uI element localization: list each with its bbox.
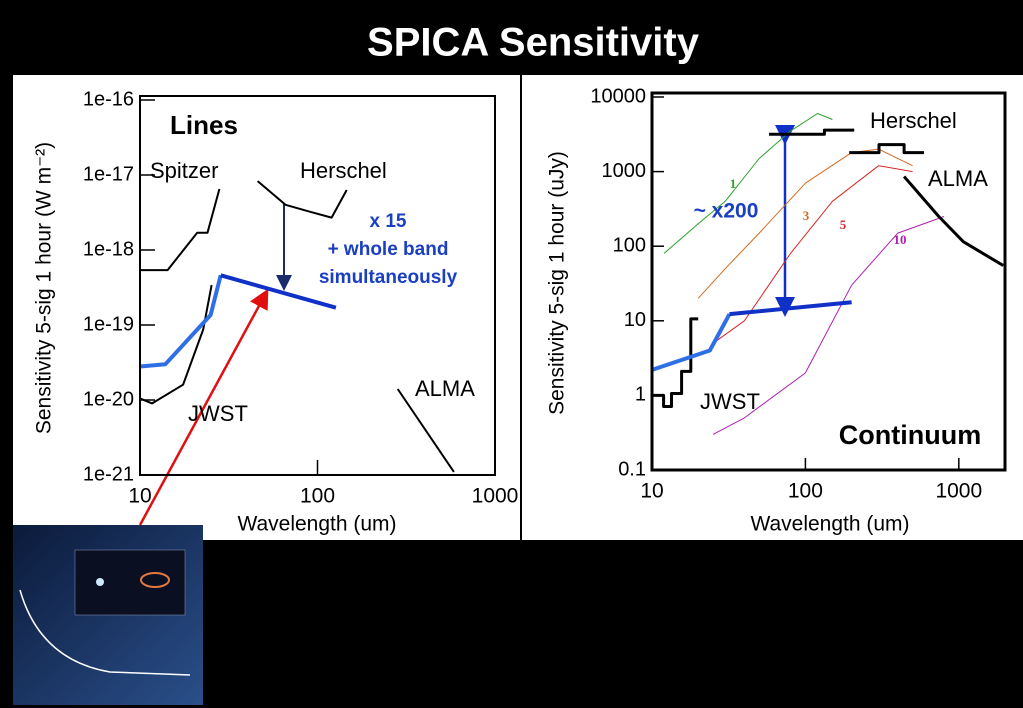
series-line [902,175,1005,267]
y-axis-label: Sensitivity 5-sig 1 hour (W m⁻²) [33,142,56,434]
series-line [139,274,223,369]
y-tick-label: 1000 [602,160,647,182]
annotation: + whole band [328,239,449,260]
series-line [256,180,348,219]
series-line [220,273,337,310]
series-label: 5 [840,217,847,232]
y-tick-label: 1e-19 [83,313,134,335]
x-axis-label: Wavelength (um) [237,513,396,536]
plot-frame [139,95,496,476]
y-tick-label: 100 [613,234,646,256]
x-tick-label: 10 [128,485,151,508]
series-line [652,317,699,408]
series-label: ALMA [928,166,988,191]
series-label: JWST [700,389,760,414]
y-tick-label: 10000 [590,85,646,107]
annotation: x 15 [370,211,407,232]
y-tick-label: 1 [635,384,646,406]
x-tick-label: 100 [788,480,823,503]
series-label: JWST [188,401,248,426]
annotation: Lines [170,110,238,140]
annotation: simultaneously [319,267,458,288]
chart: 10 100 1000 0.1 1 10 100 1000 10000 Wavelength (u… [546,85,1007,536]
series-line [651,313,732,372]
y-tick-label: 1e-16 [83,88,134,110]
series-label: 3 [803,208,810,223]
slide-title: SPICA Sensitivity [367,21,700,65]
series-line [140,188,221,272]
series-label: Herschel [300,158,387,183]
series-label: 1 [730,176,737,191]
y-tick-label: 1e-18 [83,238,134,260]
thumbnail [13,525,203,705]
annotation: ~ x200 [694,200,759,223]
series-line [396,388,455,473]
x-tick-label: 1000 [935,480,982,503]
series-line [663,113,833,254]
y-tick-label: 0.1 [618,458,646,480]
pointer-arrow [138,288,269,526]
series-label: 10 [894,232,907,247]
series-line [712,216,945,435]
y-tick-label: 10 [624,309,646,331]
series-line [769,128,924,155]
annotation: Continuum [839,420,981,450]
y-axis-label: Sensitivity 5-sig 1 hour (uJy) [546,151,569,415]
y-tick-label: 1e-21 [83,463,134,485]
x-tick-label: 1000 [472,485,519,508]
series-label: Spitzer [150,158,218,183]
series-line [729,300,852,317]
y-tick-label: 1e-20 [83,388,134,410]
x-axis-label: Wavelength (um) [750,513,909,536]
y-tick-label: 1e-17 [83,163,134,185]
series-line [712,165,913,344]
plot-frame [650,91,1007,472]
right-panel [522,75,1023,540]
series-line [139,284,213,405]
chart: 10 100 1000 1e-21 1e-20 1e-19 1e-18 1e-17 1e-16 W… [33,88,519,535]
series-label: Herschel [870,108,957,133]
x-tick-label: 100 [300,485,335,508]
x-tick-label: 10 [640,480,663,503]
series-label: ALMA [415,376,475,401]
